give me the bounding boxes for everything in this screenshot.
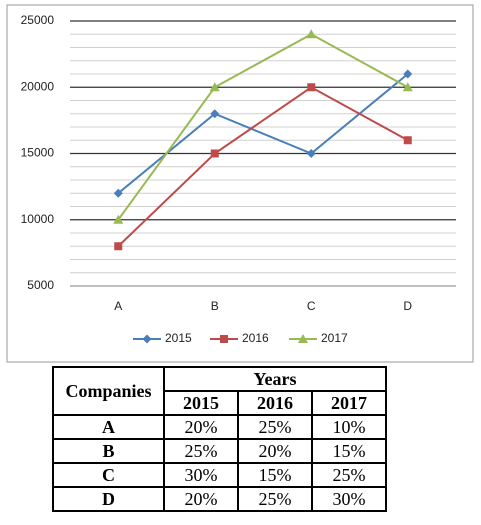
table-cell: 15% bbox=[311, 438, 387, 464]
table-row: C 30% 15% 25% bbox=[52, 462, 387, 488]
data-point bbox=[402, 82, 413, 92]
series-line bbox=[117, 86, 409, 247]
column-header: 2015 bbox=[163, 390, 239, 416]
y-tick-label: 25000 bbox=[21, 13, 55, 27]
table-cell: 25% bbox=[237, 414, 313, 440]
data-point bbox=[210, 109, 220, 119]
table-cell: 20% bbox=[163, 486, 239, 512]
header-cell: Companies bbox=[52, 366, 165, 416]
y-tick-label: 15000 bbox=[21, 146, 55, 160]
column-header: 2016 bbox=[237, 390, 313, 416]
table-cell: 30% bbox=[163, 462, 239, 488]
data-point bbox=[403, 69, 413, 79]
table-cell: 10% bbox=[311, 414, 387, 440]
chart-frame bbox=[6, 4, 474, 363]
data-point bbox=[403, 136, 412, 145]
x-tick-label: D bbox=[403, 299, 412, 313]
data-point bbox=[210, 149, 219, 158]
y-tick-label: 10000 bbox=[21, 212, 55, 226]
data-point bbox=[114, 242, 123, 251]
data-point bbox=[209, 82, 220, 92]
row-header: C bbox=[52, 462, 165, 488]
table-row: D 20% 25% 30% bbox=[52, 486, 387, 512]
row-header: B bbox=[52, 438, 165, 464]
data-table: Companies Years 2015 2016 2017 A 20% 25% 10… bbox=[52, 366, 387, 512]
table-cell: 25% bbox=[163, 438, 239, 464]
data-point bbox=[306, 29, 317, 39]
table-row: A 20% 25% 10% bbox=[52, 414, 387, 440]
legend-marker bbox=[220, 335, 228, 343]
series-line bbox=[117, 33, 409, 221]
legend-label: 2016 bbox=[242, 331, 269, 345]
row-header: D bbox=[52, 486, 165, 512]
group-header: Years bbox=[163, 366, 387, 392]
data-point bbox=[113, 214, 124, 224]
table-cell: 25% bbox=[311, 462, 387, 488]
table-cell: 20% bbox=[237, 438, 313, 464]
table-cell: 15% bbox=[237, 462, 313, 488]
table-body: A 20% 25% 10% B 25% 20% 15% C 30% 15% 25% D 20% 25% 30% bbox=[52, 414, 387, 512]
row-header: A bbox=[52, 414, 165, 440]
data-point bbox=[307, 83, 316, 92]
y-tick-label: 5000 bbox=[27, 278, 54, 292]
chart: 5000 10000 15000 20000 25000 A B C D 2015 2016 2017 bbox=[6, 4, 474, 363]
legend-marker bbox=[142, 334, 152, 344]
table-cell: 25% bbox=[237, 486, 313, 512]
x-tick-label: A bbox=[114, 299, 122, 313]
table-row: B 25% 20% 15% bbox=[52, 438, 387, 464]
data-point bbox=[306, 149, 316, 158]
table-cell: 30% bbox=[311, 486, 387, 512]
column-header: 2017 bbox=[311, 390, 387, 416]
x-tick-label: B bbox=[211, 299, 219, 313]
legend-marker bbox=[298, 334, 308, 343]
y-tick-label: 20000 bbox=[21, 79, 55, 93]
legend-label: 2015 bbox=[165, 331, 192, 345]
data-point bbox=[113, 188, 123, 198]
table-cell: 20% bbox=[163, 414, 239, 440]
legend-label: 2017 bbox=[321, 331, 348, 345]
x-tick-label: C bbox=[307, 299, 316, 313]
